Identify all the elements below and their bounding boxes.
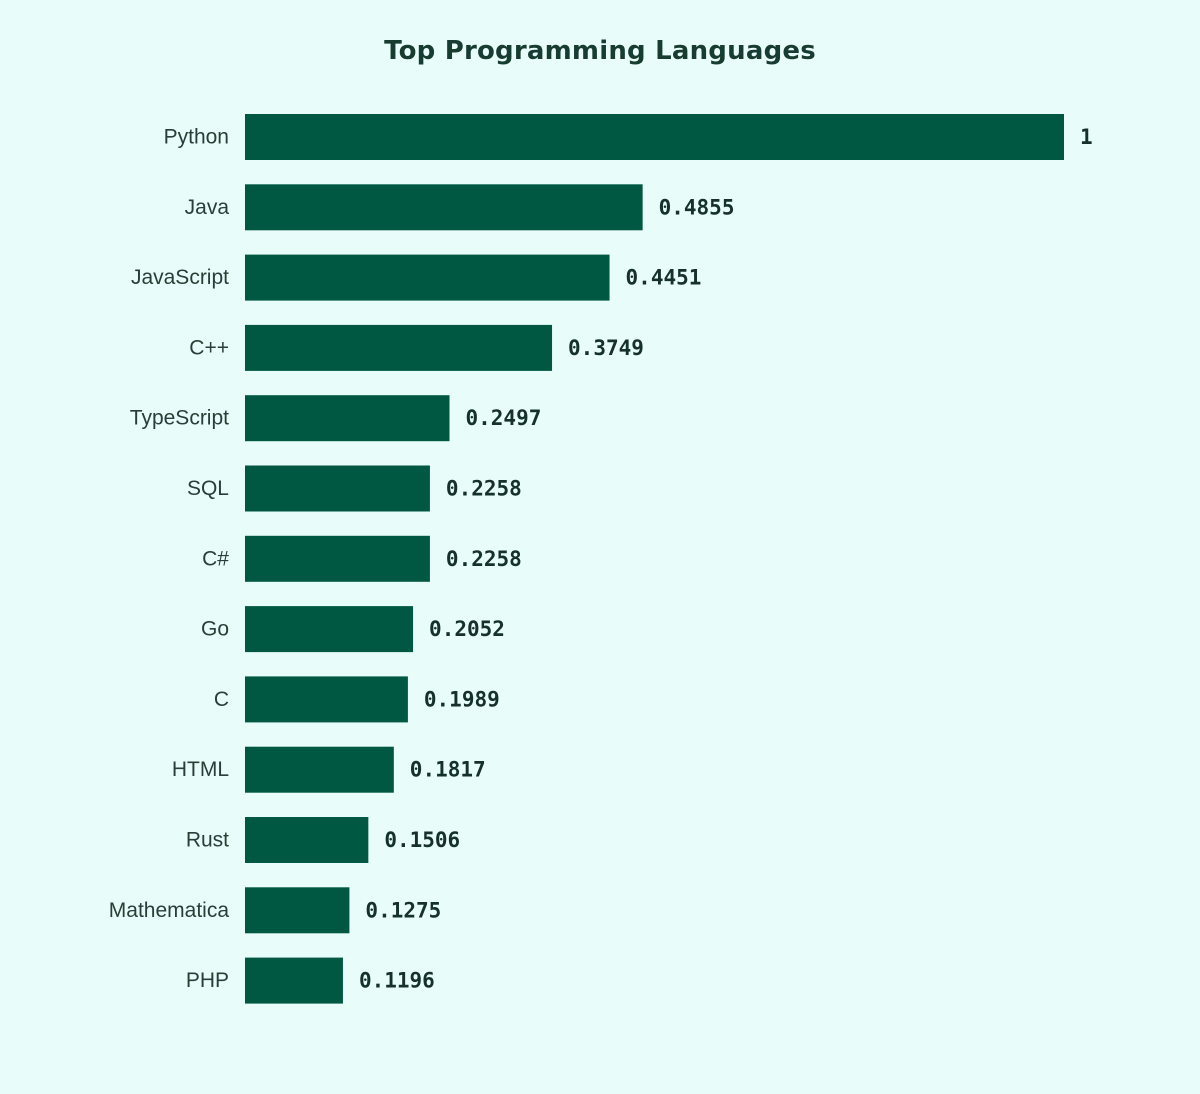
category-label-javascript: JavaScript xyxy=(131,266,229,289)
bar-java xyxy=(245,184,643,231)
bar-cplusplus xyxy=(245,324,553,371)
value-label-sql: 0.2258 xyxy=(446,477,522,501)
chart-title: Top Programming Languages xyxy=(384,36,816,66)
value-label-c: 0.1989 xyxy=(424,687,500,711)
category-label-csharp: C# xyxy=(202,547,229,570)
bar-mathematica xyxy=(245,887,350,934)
bar-php xyxy=(245,957,343,1004)
category-label-cplusplus: C++ xyxy=(189,336,229,359)
bar-rust xyxy=(245,817,369,863)
category-label-php: PHP xyxy=(186,969,229,992)
category-label-go: Go xyxy=(201,618,229,641)
bar-go xyxy=(245,606,414,653)
bar-c xyxy=(245,676,408,723)
category-label-typescript: TypeScript xyxy=(130,407,229,430)
category-label-mathematica: Mathematica xyxy=(109,899,230,922)
value-label-rust: 0.1506 xyxy=(384,828,460,852)
value-label-cplusplus: 0.3749 xyxy=(568,336,644,360)
value-label-java: 0.4855 xyxy=(659,195,735,219)
category-label-java: Java xyxy=(185,196,230,219)
category-label-html: HTML xyxy=(172,758,229,781)
category-label-rust: Rust xyxy=(186,829,229,852)
bar-csharp xyxy=(245,535,430,582)
value-label-python: 1 xyxy=(1080,125,1093,149)
category-label-sql: SQL xyxy=(187,477,229,500)
value-label-mathematica: 0.1275 xyxy=(365,898,441,922)
category-label-c: C xyxy=(214,688,229,711)
value-label-javascript: 0.4451 xyxy=(626,266,702,290)
value-label-csharp: 0.2258 xyxy=(446,547,522,571)
value-label-go: 0.2052 xyxy=(429,617,505,641)
bar-python xyxy=(245,114,1064,160)
value-label-typescript: 0.2497 xyxy=(466,406,542,430)
category-label-python: Python xyxy=(164,126,229,149)
value-label-html: 0.1817 xyxy=(410,758,486,782)
bar-javascript xyxy=(245,254,610,301)
bar-sql xyxy=(245,465,430,512)
bar-html xyxy=(245,746,394,793)
value-label-php: 0.1196 xyxy=(359,969,435,993)
bars-layer: Python 1 Java 0.4855 JavaScript 0.4451 C++ 0.37… xyxy=(109,114,1093,1004)
bar-typescript xyxy=(245,395,450,442)
